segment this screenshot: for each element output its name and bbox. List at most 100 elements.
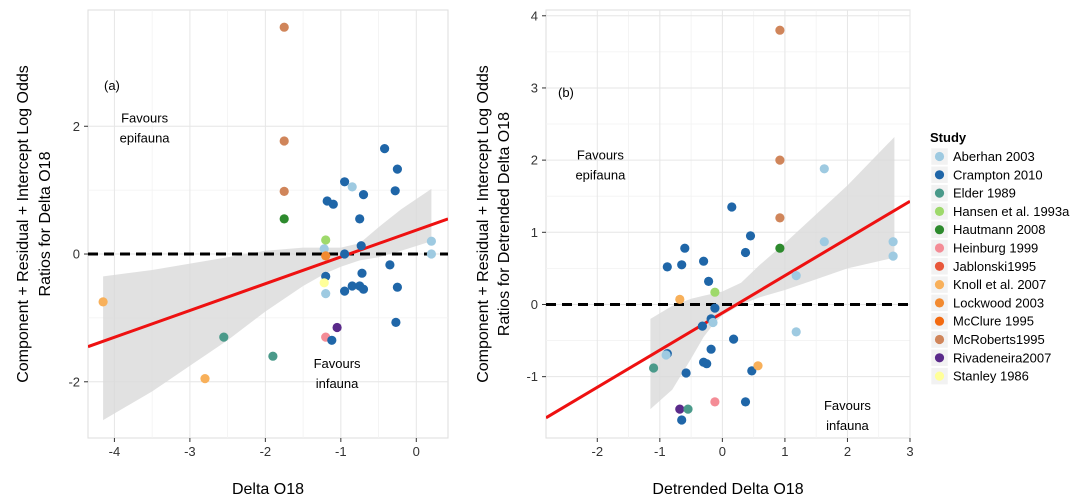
y-axis-title-line2: Ratios for Detrended Delta O18: [496, 112, 513, 336]
data-point: [662, 262, 672, 272]
data-point: [683, 404, 693, 414]
panel-label: (a): [104, 78, 120, 93]
data-point: [340, 249, 350, 259]
data-point: [704, 276, 714, 286]
data-point: [710, 397, 720, 407]
data-point: [702, 359, 712, 369]
data-point: [319, 244, 329, 254]
legend-label: Jablonski1995: [953, 259, 1036, 274]
data-point: [677, 415, 687, 425]
data-point: [740, 247, 751, 258]
data-point: [819, 164, 829, 174]
x-tick-label: 1: [781, 444, 788, 459]
data-point: [426, 236, 436, 246]
data-point: [385, 260, 395, 270]
plot-contents: [546, 25, 910, 425]
legend: Study Aberhan 2003 Crampton 2010 Elder 198…: [930, 130, 1070, 385]
data-point: [319, 278, 329, 288]
x-tick-label: -2: [592, 444, 604, 459]
data-point: [740, 397, 751, 407]
y-tick-label: 0: [531, 297, 538, 312]
confidence-band: [103, 188, 432, 421]
data-point: [219, 332, 229, 342]
annotation-text: Favours: [314, 356, 361, 371]
x-tick-label: 3: [906, 444, 913, 459]
y-axis-title-line1: Component + Residual + Intercept Log Odd…: [475, 65, 492, 383]
y-axis-title-line1: Component + Residual + Intercept Log Odd…: [15, 65, 32, 383]
legend-label: Stanley 1986: [953, 369, 1029, 384]
data-point: [675, 294, 685, 304]
data-point: [391, 317, 401, 327]
legend-label: Hansen et al. 1993a: [953, 204, 1070, 219]
data-point: [355, 214, 365, 224]
data-point: [426, 249, 436, 259]
legend-marker: [934, 170, 945, 180]
legend-label: Lockwood 2003: [953, 295, 1044, 310]
legend-marker: [934, 243, 945, 253]
y-tick-label: 2: [531, 153, 538, 168]
data-point: [332, 322, 342, 333]
data-point: [356, 241, 366, 251]
annotation-text: Favours: [577, 148, 624, 163]
data-point: [699, 256, 709, 266]
annotation-text: epifauna: [120, 130, 171, 145]
data-point: [710, 287, 720, 297]
y-tick-label: 4: [531, 8, 538, 23]
data-point: [268, 351, 278, 361]
data-point: [649, 363, 659, 373]
annotation-text: infauna: [316, 376, 359, 391]
y-tick-label: 3: [531, 80, 538, 95]
legend-marker: [934, 280, 945, 290]
data-point: [661, 350, 671, 360]
data-point: [791, 327, 801, 337]
legend-label: Crampton 2010: [953, 167, 1043, 182]
data-point: [680, 243, 690, 253]
annotation-text: epifauna: [575, 168, 626, 183]
data-point: [697, 321, 708, 331]
panel-b: Favours epifauna Favours infauna (b) -2 -1 0 1 2 3…: [475, 8, 914, 498]
data-point: [321, 251, 331, 261]
legend-label: Heinburg 1999: [953, 241, 1038, 256]
data-point: [340, 286, 350, 296]
y-tick-label: 1: [531, 225, 538, 240]
data-point: [747, 366, 757, 376]
legend-label: Knoll et al. 2007: [953, 277, 1046, 292]
legend-marker: [934, 316, 945, 326]
annotation-text: Favours: [121, 110, 168, 125]
data-point: [392, 164, 402, 174]
data-point: [279, 214, 289, 224]
data-point: [380, 144, 390, 154]
data-point: [200, 374, 210, 384]
data-point: [347, 182, 357, 192]
legend-label: Aberhan 2003: [953, 149, 1035, 164]
data-point: [677, 260, 687, 270]
legend-label: Hautmann 2008: [953, 222, 1046, 237]
legend-marker: [934, 371, 945, 381]
data-point: [347, 281, 357, 291]
legend-items: Aberhan 2003 Crampton 2010 Elder 1989 Hanse…: [930, 147, 1070, 385]
data-point: [358, 190, 369, 200]
y-tick-label: 2: [73, 119, 80, 134]
x-tick-label: -2: [260, 444, 272, 459]
data-point: [775, 155, 785, 165]
annotation-text: Favours: [824, 398, 871, 413]
regression-line: [546, 199, 910, 420]
data-point: [888, 251, 898, 261]
data-point: [392, 282, 402, 292]
data-point: [681, 368, 691, 378]
data-point: [328, 199, 338, 209]
legend-marker: [934, 261, 945, 271]
data-point: [819, 237, 829, 247]
data-point: [710, 303, 720, 313]
y-tick-label: -1: [526, 369, 538, 384]
data-point: [791, 271, 801, 281]
x-tick-label: -1: [335, 444, 347, 459]
data-point: [358, 284, 369, 294]
legend-marker: [934, 334, 945, 345]
legend-title: Study: [930, 130, 967, 145]
legend-marker: [934, 298, 945, 308]
data-point: [708, 317, 718, 328]
confidence-band: [650, 137, 895, 410]
data-point: [390, 186, 400, 196]
